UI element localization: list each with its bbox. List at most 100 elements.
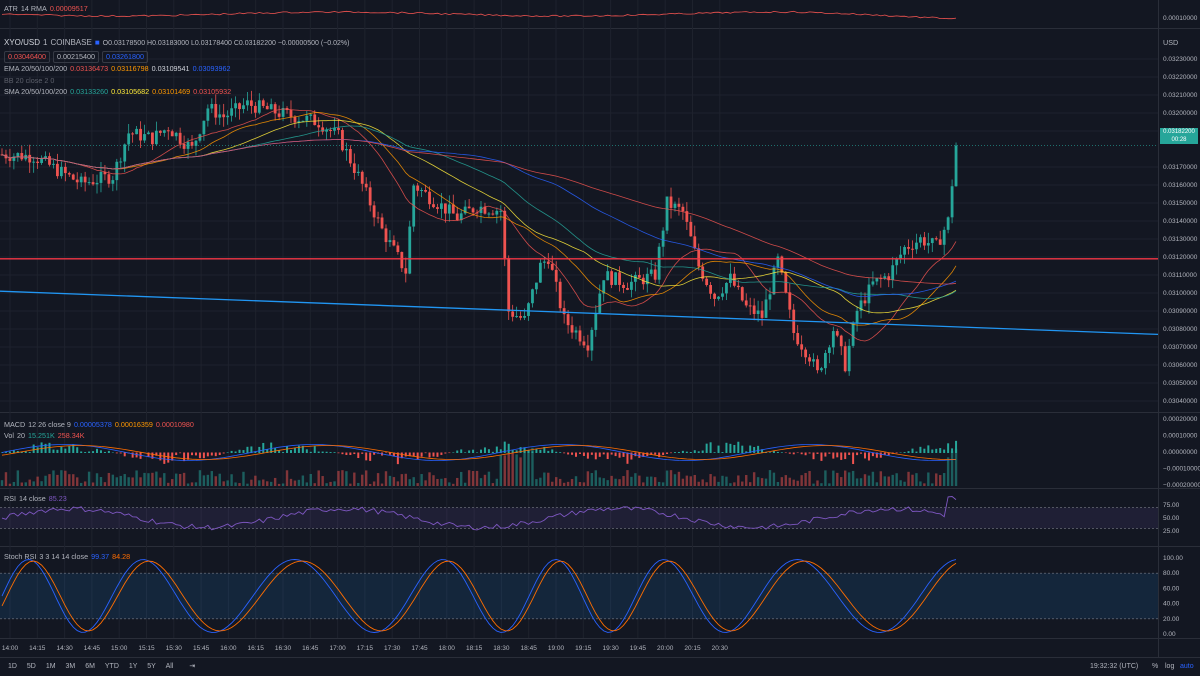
candle-body [99,171,103,183]
macd-hist-bar [796,452,799,454]
candle-body [487,213,491,215]
macd-hist-bar [844,452,847,460]
macd-hist-bar [286,446,289,453]
volume-bar [127,477,130,486]
macd-hist-bar [911,448,914,453]
macd-hist-bar [840,452,843,460]
macd-hist-bar [626,452,629,464]
hide-icon[interactable]: ■ [94,38,100,47]
candle-body [899,254,903,259]
candle-body [546,261,550,264]
volume-bar [416,483,419,486]
range-5y[interactable]: 5Y [147,663,156,670]
macd-hist-bar [357,452,360,459]
clock-time[interactable]: 19:32:32 (UTC) [1090,663,1139,670]
candle-body [111,180,115,184]
macd-hist-bar [495,446,498,453]
volume-bar [661,482,665,486]
range-1m[interactable]: 1M [45,663,56,670]
candle-body [321,127,325,132]
volume-bar [368,483,372,486]
candle-body [467,206,471,209]
volume-bar [946,457,950,486]
range-all[interactable]: All [165,663,174,670]
sma-legend: SMA 20/50/100/200 0.03133260 0.03105682 0.0… [4,87,232,96]
range-6m[interactable]: 6M [85,663,95,670]
macd-hist-bar [107,450,110,453]
macd-pane [0,440,958,486]
candle-body [214,104,218,118]
volume-bar [507,453,510,486]
macd-hist-bar [856,452,859,456]
macd-hist-bar [895,452,898,454]
macd-hist-bar [416,452,419,460]
candle-body [348,149,352,164]
candle-body [827,347,831,353]
rsi-tick-label: 25.00 [1163,528,1180,535]
volume-bar [836,472,839,486]
candle-body [820,368,823,371]
range-5d[interactable]: 5D [26,663,36,670]
candle-body [356,171,360,173]
macd-hist-bar [309,451,312,453]
volume-bar [218,473,221,486]
candle-body [459,213,463,221]
volume-bar [646,476,649,486]
macd-hist-bar [123,452,126,457]
macd-hist-bar [503,441,506,453]
volume-bar [816,480,819,486]
candle-body [440,203,443,209]
candle-body [8,158,12,161]
candle-body [538,262,542,283]
volume-bar [178,473,182,486]
log-toggle[interactable]: log [1165,663,1175,670]
candle-body [721,293,724,297]
candle-body [725,282,728,294]
rsi-legend: RSI 14 close 85.23 [4,494,67,503]
candle-body [895,258,899,266]
candle-body [443,203,447,214]
date-range-icon[interactable]: ⇥ [189,663,196,670]
candle-body [238,103,241,110]
range-3m[interactable]: 3M [65,663,76,670]
volume-bar [733,482,736,486]
macd-hist-bar [899,452,902,453]
range-1d[interactable]: 1D [8,663,17,670]
range-1y[interactable]: 1Y [128,663,138,670]
volume-bar [562,482,566,486]
volume-bar [436,478,439,486]
macd-hist-bar [563,452,566,454]
candle-body [879,278,883,280]
auto-toggle[interactable]: auto [1180,663,1194,670]
candle-body [95,182,99,185]
volume-bar [376,473,380,486]
axis-currency[interactable]: USD [1163,38,1179,47]
candle-body [210,104,214,109]
candle-body [772,267,776,295]
macd-hist-bar [341,452,344,455]
macd-hist-bar [634,452,637,457]
macd-hist-bar [677,452,680,453]
candle-body [875,278,879,282]
volume-bar [32,481,35,486]
candle-body [891,265,895,281]
volume-bar [574,476,578,486]
range-ytd[interactable]: YTD [104,663,119,670]
macd-hist-bar [935,448,938,453]
candle-body [554,269,558,282]
volume-bar [452,483,455,486]
macd-hist-bar [480,449,482,453]
volume-bar [432,475,435,486]
macd-hist-bar [278,450,281,453]
volume-bar [511,453,514,486]
percent-toggle[interactable]: % [1152,663,1159,670]
volume-bar [8,483,12,486]
volume-bar [523,449,526,486]
candle-body [297,121,301,123]
volume-bar [182,472,186,486]
macd-hist-bar [222,452,225,454]
candle-body [416,185,420,191]
volume-bar [400,474,404,486]
macd-hist-bar [666,452,669,454]
